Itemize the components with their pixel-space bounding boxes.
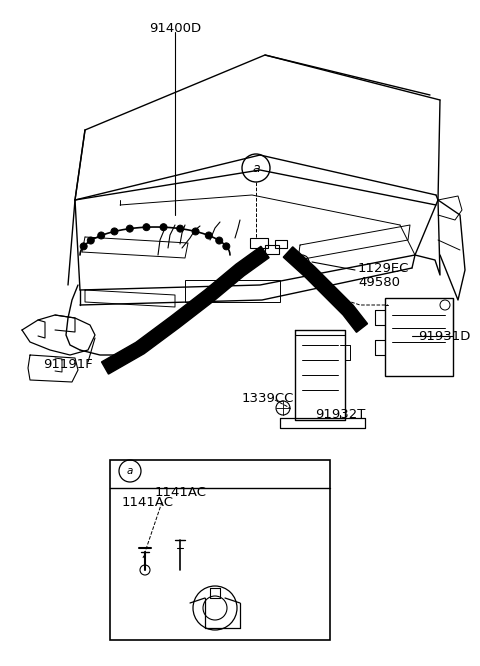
Text: 91400D: 91400D — [149, 22, 201, 35]
Circle shape — [205, 232, 212, 239]
Polygon shape — [102, 246, 269, 374]
Circle shape — [87, 237, 94, 244]
Text: 49580: 49580 — [358, 276, 400, 289]
Circle shape — [80, 243, 87, 250]
Circle shape — [98, 232, 105, 239]
Bar — [110, 460, 330, 640]
Circle shape — [216, 237, 223, 244]
Circle shape — [111, 228, 118, 235]
Circle shape — [192, 228, 199, 235]
Text: 91931D: 91931D — [418, 330, 470, 343]
Text: 1339CC: 1339CC — [242, 392, 294, 405]
Text: 91932T: 91932T — [315, 408, 365, 421]
Text: 91191F: 91191F — [43, 358, 93, 371]
Text: 1141AC: 1141AC — [122, 496, 174, 509]
Circle shape — [160, 224, 167, 230]
Bar — [250, 238, 268, 248]
Bar — [185, 280, 280, 302]
Circle shape — [126, 225, 133, 232]
Circle shape — [177, 225, 184, 232]
Bar — [275, 240, 287, 248]
Text: a: a — [252, 161, 260, 174]
Text: 1129EC: 1129EC — [358, 262, 409, 275]
Text: a: a — [127, 466, 133, 476]
Bar — [265, 245, 279, 254]
Circle shape — [143, 224, 150, 230]
Text: 1141AC: 1141AC — [155, 486, 207, 499]
Polygon shape — [283, 247, 368, 332]
Circle shape — [223, 243, 230, 250]
Bar — [385, 298, 453, 376]
